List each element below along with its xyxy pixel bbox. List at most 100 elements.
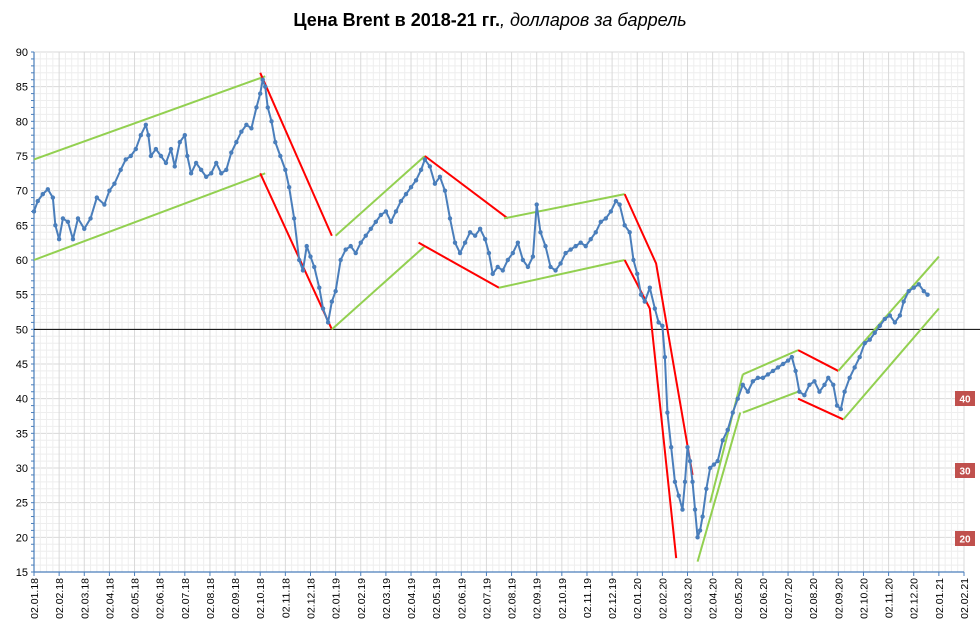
red-trend-line	[424, 155, 509, 220]
price-point	[193, 160, 199, 166]
x-tick-label: 02.07.20	[783, 578, 795, 619]
x-tick-label: 02.01.20	[632, 578, 644, 619]
y-tick-label: 30	[16, 463, 28, 475]
price-point	[148, 153, 154, 159]
price-point	[408, 185, 414, 190]
x-tick-label: 02.02.18	[54, 578, 66, 619]
price-point	[725, 427, 730, 433]
price-point	[847, 375, 852, 381]
price-point	[413, 178, 419, 183]
x-tick-label: 02.05.19	[431, 578, 443, 619]
price-point	[31, 209, 37, 214]
price-point	[857, 354, 862, 360]
price-point	[687, 458, 693, 464]
green-trend-line	[498, 259, 625, 289]
price-point	[172, 164, 177, 169]
price-point	[573, 243, 578, 249]
price-point	[812, 379, 817, 384]
price-point	[660, 323, 665, 329]
x-tick-label: 02.09.18	[230, 578, 242, 619]
price-point	[224, 167, 229, 173]
price-point	[457, 250, 463, 256]
price-point	[291, 216, 297, 221]
price-point	[622, 223, 627, 228]
price-point	[700, 514, 705, 519]
green-trend-line	[331, 245, 426, 331]
price-point	[82, 226, 87, 231]
price-point	[711, 462, 717, 467]
price-point	[793, 368, 798, 374]
price-point	[244, 122, 249, 128]
price-point	[398, 198, 404, 204]
price-point	[515, 240, 521, 245]
green-trend-line	[33, 172, 266, 261]
green-trend-line	[33, 75, 266, 161]
price-point	[882, 316, 888, 322]
price-point	[707, 465, 713, 471]
price-point	[647, 285, 653, 290]
y-tick-label: 65	[16, 220, 28, 232]
price-point	[188, 171, 194, 176]
x-tick-label: 02.12.20	[909, 578, 921, 619]
price-point	[45, 187, 51, 192]
price-point	[862, 341, 867, 346]
chart-title: Цена Brent в 2018-21 гг., долларов за ба…	[0, 10, 980, 31]
price-point	[834, 403, 840, 408]
price-point	[530, 254, 536, 259]
price-point	[153, 146, 159, 152]
price-point	[617, 202, 622, 207]
price-point	[273, 139, 278, 145]
price-point	[745, 389, 751, 394]
price-point	[685, 445, 690, 450]
x-tick-label: 02.03.19	[381, 578, 393, 619]
x-tick-label: 02.04.18	[104, 578, 116, 619]
price-point	[735, 396, 740, 401]
price-point	[755, 375, 761, 381]
price-point	[373, 219, 379, 225]
x-tick-label: 02.09.20	[833, 578, 845, 619]
y-tick-label: 45	[16, 359, 28, 371]
x-tick-label: 02.01.18	[29, 578, 41, 619]
y-tick-label: 85	[16, 82, 28, 94]
price-point	[578, 240, 583, 245]
x-tick-label: 02.07.18	[180, 578, 192, 619]
price-point	[802, 393, 807, 398]
price-point	[680, 507, 685, 512]
price-point	[563, 250, 568, 256]
y-tick-label: 90	[16, 47, 28, 59]
y-tick-label: 40	[16, 394, 28, 406]
price-point	[543, 243, 548, 249]
x-tick-label: 02.10.18	[255, 578, 267, 619]
y-tick-label: 15	[16, 567, 28, 579]
price-point	[588, 237, 593, 242]
price-point	[598, 219, 603, 225]
price-point	[676, 493, 681, 498]
price-point	[427, 164, 433, 169]
x-tick-label: 02.12.19	[607, 578, 619, 619]
price-point	[286, 185, 292, 190]
price-point	[304, 243, 309, 249]
x-tick-label: 02.03.20	[683, 578, 695, 619]
x-tick-label: 02.01.19	[331, 578, 343, 619]
price-point	[631, 257, 636, 263]
price-point	[797, 389, 802, 394]
price-point	[467, 230, 473, 235]
price-point	[368, 226, 374, 231]
price-point	[265, 105, 270, 110]
price-point	[75, 216, 81, 221]
price-point	[383, 209, 389, 214]
green-trend-line	[742, 390, 799, 414]
price-point	[715, 458, 720, 464]
price-point	[123, 157, 128, 162]
price-point	[635, 271, 640, 277]
green-trend-line	[742, 349, 799, 376]
price-point	[842, 389, 847, 394]
side-badge	[955, 391, 975, 406]
price-point	[720, 438, 725, 443]
price-point	[107, 188, 112, 193]
price-point	[534, 202, 539, 207]
price-point	[690, 479, 695, 485]
price-point	[901, 299, 906, 304]
x-tick-label: 02.08.19	[507, 578, 519, 619]
price-point	[603, 216, 609, 221]
